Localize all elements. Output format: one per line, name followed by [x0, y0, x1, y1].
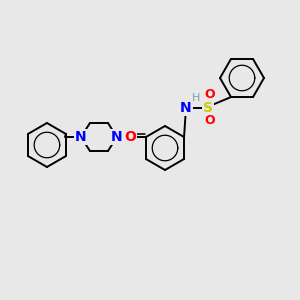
Text: H: H: [192, 93, 200, 103]
Text: N: N: [180, 101, 192, 115]
Text: S: S: [203, 101, 213, 115]
Text: O: O: [124, 130, 136, 144]
Text: N: N: [111, 130, 123, 144]
Text: N: N: [75, 130, 87, 144]
Text: O: O: [205, 88, 215, 101]
Text: O: O: [205, 115, 215, 128]
